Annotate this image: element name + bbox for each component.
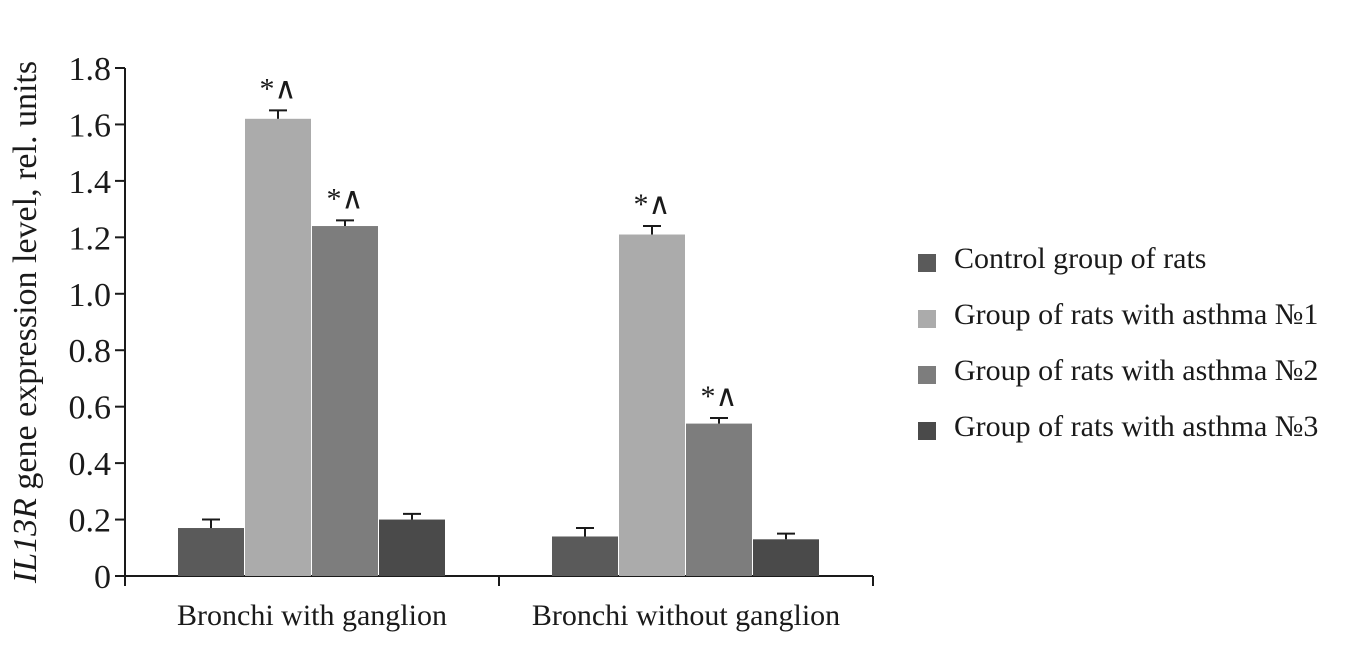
bar: [552, 536, 618, 576]
bar: [619, 234, 685, 576]
legend-label: Group of rats with asthma №1: [954, 298, 1318, 331]
legend-swatch: [918, 422, 936, 440]
y-axis-label-gene: IL13R: [7, 498, 44, 584]
y-tick-label: 0: [94, 559, 111, 596]
legend-label: Control group of rats: [954, 242, 1206, 275]
y-tick-label: 0.8: [69, 333, 112, 370]
bar: [753, 539, 819, 576]
legend-swatch: [918, 366, 936, 384]
y-tick-label: 1.6: [69, 107, 112, 144]
bar: [312, 226, 378, 577]
legend: Control group of rats Group of rats with …: [918, 242, 1318, 443]
y-tick-label: 0.4: [69, 446, 112, 483]
significance-annotation: *∧: [701, 380, 738, 413]
y-axis: 0 0.2 0.4 0.6 0.8 1.0 1.2 1.4 1.6 1.8: [69, 51, 126, 596]
y-tick-label: 0.6: [69, 390, 112, 427]
y-tick-label: 0.2: [69, 503, 112, 540]
bar: [245, 118, 311, 577]
significance-annotation: *∧: [260, 72, 297, 105]
bars: *∧ *∧ *∧ *∧: [178, 72, 819, 577]
x-category-label: Bronchi with ganglion: [177, 599, 447, 632]
y-tick-label: 1.8: [69, 51, 112, 88]
legend-swatch: [918, 310, 936, 328]
y-tick-label: 1.0: [69, 277, 112, 314]
y-tick-label: 1.4: [69, 164, 112, 201]
significance-annotation: *∧: [327, 182, 364, 215]
legend-label: Group of rats with asthma №2: [954, 354, 1318, 387]
y-axis-label-text: gene expression level, rel. units: [7, 61, 44, 498]
x-category-label: Bronchi without ganglion: [532, 599, 840, 632]
y-axis-label: IL13R gene expression level, rel. units: [7, 61, 44, 584]
y-tick-label: 1.2: [69, 220, 112, 257]
x-axis: Bronchi with ganglion Bronchi without gan…: [124, 575, 874, 632]
significance-annotation: *∧: [634, 188, 671, 221]
bar: [686, 423, 752, 576]
legend-swatch: [918, 254, 936, 272]
bar: [178, 528, 244, 576]
bar: [379, 519, 445, 576]
legend-label: Group of rats with asthma №3: [954, 410, 1318, 443]
